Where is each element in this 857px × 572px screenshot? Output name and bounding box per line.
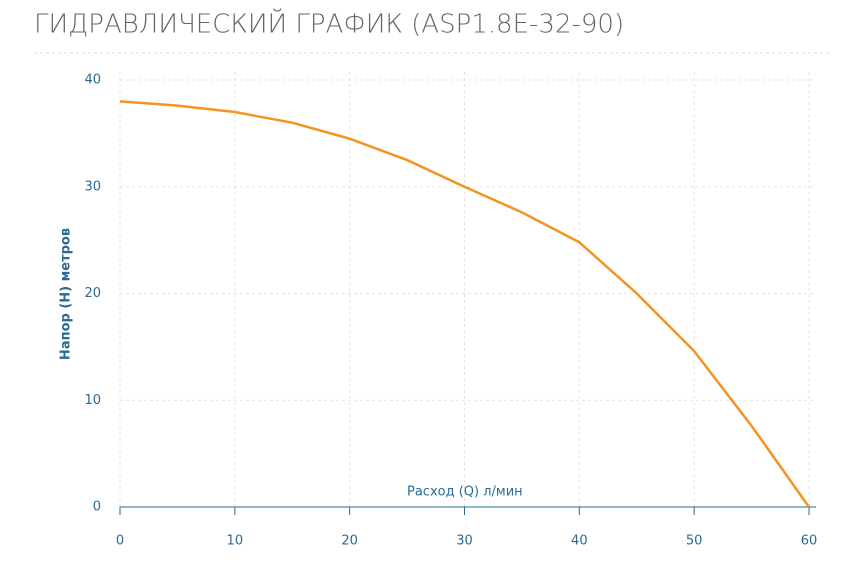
data-line [119, 100, 811, 508]
y-tick-label: 30 [84, 179, 101, 194]
x-tick-label: 40 [571, 534, 588, 549]
x-tick-label: 50 [686, 534, 703, 549]
chart-title: ГИДРАВЛИЧЕСКИЙ ГРАФИК (ASP1.8E-32-90) [34, 8, 624, 40]
x-tick-label: 30 [456, 534, 473, 549]
x-tick-label: 20 [341, 534, 358, 549]
y-tick-label: 10 [84, 393, 101, 408]
y-tick-label: 20 [84, 286, 101, 301]
y-tick-label: 40 [84, 73, 101, 88]
y-tick-label: 0 [93, 500, 101, 515]
x-tick-label: 0 [116, 534, 124, 549]
y-axis-label: Напор (H) метров [59, 228, 74, 360]
x-tick-label: 60 [801, 534, 818, 549]
x-tick-label: 10 [227, 534, 244, 549]
